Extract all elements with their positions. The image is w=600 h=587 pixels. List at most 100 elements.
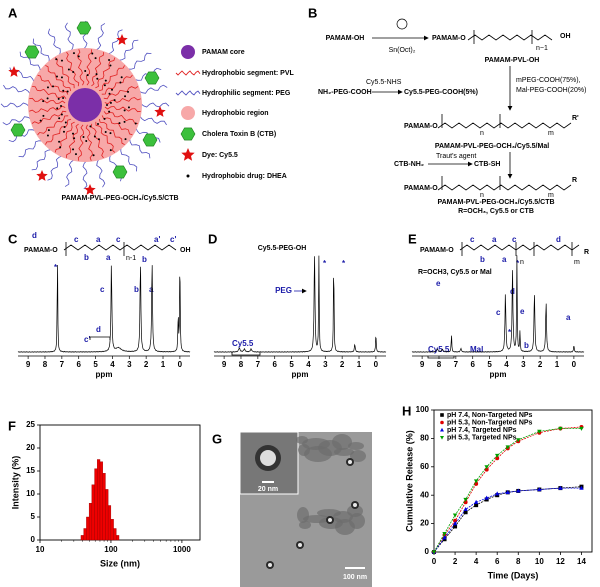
drug-dot <box>42 100 45 103</box>
ctb-icon <box>144 71 160 85</box>
x-tick-label: 4 <box>110 360 115 369</box>
scheme-text: OH <box>560 33 571 40</box>
y-axis-label: Intensity (%) <box>10 456 20 510</box>
bar <box>102 473 106 541</box>
legend-icon <box>186 174 190 178</box>
particle <box>298 543 302 547</box>
scheme-text: Traut's agent <box>436 153 476 160</box>
pvl-chain <box>66 123 79 158</box>
tem-region <box>348 442 364 450</box>
pvl-chain <box>54 57 75 89</box>
peak-label: * <box>508 328 512 337</box>
structure-label: a <box>96 235 101 244</box>
dye-icon <box>36 170 48 181</box>
x-tick-label: 3 <box>521 360 526 369</box>
data-point <box>474 503 479 508</box>
data-point <box>463 507 468 511</box>
legend-text: Hydrophilic segment: PEG <box>202 90 291 97</box>
bar <box>110 519 114 541</box>
data-point <box>558 426 563 431</box>
drug-dot <box>104 130 107 133</box>
peak-label: d <box>96 325 101 334</box>
particle <box>328 518 332 522</box>
x-axis-label: Size (nm) <box>100 558 140 568</box>
particle <box>348 460 352 464</box>
structure-label: a <box>502 255 507 264</box>
pvl-chain <box>98 65 125 92</box>
x-tick-label: 2 <box>144 360 149 369</box>
legend-text: pH 5.3, Targeted NPs <box>447 434 517 441</box>
peak-label: Cy5.5 <box>428 345 450 354</box>
pvl-chain <box>104 97 141 105</box>
particle <box>260 450 276 466</box>
pvl-chain <box>45 65 72 92</box>
pvl-chain <box>98 118 125 145</box>
structure-label: c <box>512 235 517 244</box>
bar <box>83 528 87 541</box>
panel-d: D Cy5.5-PEG-OH PEG * * Cy5.5 9 8 7 6 5 4 3 2 1 0 p… <box>208 231 387 379</box>
x-tick-label: 7 <box>60 360 65 369</box>
bracket <box>89 336 111 340</box>
drug-dot <box>108 59 111 62</box>
x-tick-label: 6 <box>272 360 277 369</box>
drug-dot <box>120 76 123 79</box>
structure-text: R=OCH3, Cy5.5 or Mal <box>418 269 492 276</box>
x-tick-label: 8 <box>239 360 244 369</box>
bar <box>99 461 103 541</box>
panel-label: E <box>408 231 417 246</box>
y-tick-label: 0 <box>425 547 430 556</box>
panel-label: H <box>402 403 411 418</box>
legend-text: Hydrophobic region <box>202 110 269 117</box>
drug-dot <box>92 154 95 157</box>
x-tick-label: 12 <box>556 557 565 566</box>
pvl-chain <box>45 118 72 145</box>
data-point <box>495 453 500 458</box>
data-point <box>452 513 458 518</box>
peak-label: c <box>100 285 105 294</box>
x-tick-label: 3 <box>127 360 132 369</box>
bar <box>94 468 98 541</box>
x-tick-label: 9 <box>26 360 31 369</box>
data-point <box>516 488 521 493</box>
particle <box>353 503 357 507</box>
panel-label: F <box>8 418 16 433</box>
drug-dot <box>96 77 99 80</box>
scale-label: 100 nm <box>343 574 367 581</box>
drug-dot <box>60 76 63 79</box>
drug-dot <box>94 57 97 60</box>
drug-dot <box>127 90 130 93</box>
series-line <box>433 487 582 553</box>
scheme-text: n <box>480 192 484 199</box>
scheme-text: R=OCH₃, Cy5.5 or CTB <box>458 208 534 215</box>
tem-region <box>304 446 332 462</box>
structure-label: b <box>142 255 147 264</box>
chart: F 0 5 10 15 20 25 10 100 1000 Size (nm) Intensity (… <box>8 418 201 568</box>
drug-dot <box>74 153 77 156</box>
pvl-chain <box>31 110 67 124</box>
scheme-text: NH₂-PEG-COOH <box>318 89 372 96</box>
y-axis-label: Cumulative Release (%) <box>404 430 414 532</box>
bar <box>86 516 90 541</box>
x-axis-label: ppm <box>490 370 507 379</box>
x-tick-label: 9 <box>222 360 227 369</box>
structure-text: OH <box>180 247 191 254</box>
legend-icon <box>175 70 201 76</box>
x-tick-label: 5 <box>487 360 492 369</box>
x-tick-label: 2 <box>538 360 543 369</box>
drug-dot <box>109 64 112 67</box>
data-point <box>463 510 468 515</box>
structure-text: n <box>520 259 524 266</box>
pvl-chain <box>77 124 84 161</box>
drug-dot <box>103 84 106 87</box>
drug-dot <box>72 148 75 151</box>
chart: H 0 20 40 60 80 100 0 2 4 6 8 10 12 14 Time (Days) Cumul… <box>402 403 593 580</box>
x-tick-label: 5 <box>289 360 294 369</box>
peak-label: b <box>134 285 139 294</box>
data-point <box>495 456 500 461</box>
y-tick-label: 25 <box>26 420 35 429</box>
drug-dot <box>109 149 112 152</box>
data-point <box>442 535 447 540</box>
dye-icon <box>84 184 96 195</box>
data-point <box>474 481 479 486</box>
